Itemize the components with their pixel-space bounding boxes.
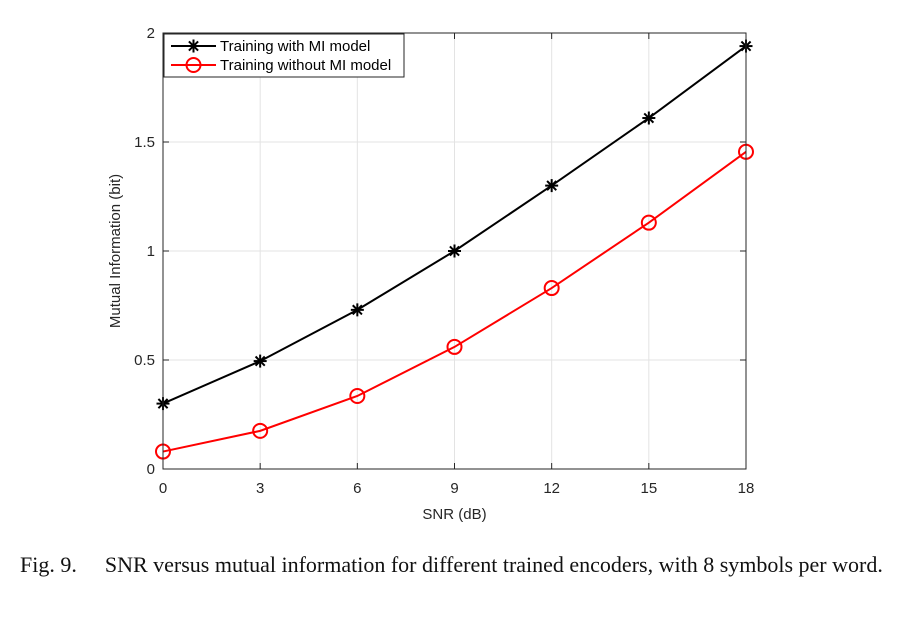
data-point-series-2 [252, 422, 269, 439]
data-point-series-2 [543, 280, 560, 297]
y-tick-label: 1.5 [134, 134, 155, 151]
x-tick-label: 15 [640, 480, 657, 497]
x-tick-label: 18 [738, 480, 755, 497]
data-point-series-1 [642, 111, 656, 125]
x-tick-label: 12 [543, 480, 560, 497]
data-point-series-2 [446, 338, 463, 355]
data-point-series-1 [253, 354, 267, 368]
y-tick-label: 0 [147, 461, 155, 478]
x-tick-label: 9 [450, 480, 458, 497]
caption-label: Fig. 9. [20, 552, 77, 577]
legend: Training with MI model Training without … [163, 33, 405, 78]
y-tick-label: 2 [147, 25, 155, 42]
y-tick-label: 0.5 [134, 352, 155, 369]
legend-box [163, 33, 405, 78]
data-point-series-2 [640, 214, 657, 231]
chart: 0 3 6 9 12 15 18 0 0.5 1 1.5 2 SNR (dB) Mutual Info… [107, 25, 754, 523]
x-tick-label: 3 [256, 480, 264, 497]
caption-text: SNR versus mutual information for differ… [104, 552, 883, 577]
series-layer [155, 39, 754, 460]
data-point-series-1 [545, 179, 559, 193]
x-tick-label: 6 [353, 480, 361, 497]
legend-label-series-1: Training with MI model [220, 38, 370, 55]
y-axis-title: Mutual Information (bit) [107, 174, 124, 328]
x-axis-title: SNR (dB) [422, 506, 486, 523]
x-tick-label: 0 [159, 480, 167, 497]
data-point-series-1 [350, 303, 364, 317]
legend-marker-glyph [187, 39, 200, 53]
figure-caption: Fig. 9. SNR versus mutual information for… [20, 550, 890, 580]
legend-marker-series-2 [185, 57, 202, 73]
data-point-series-1 [448, 244, 461, 258]
legend-label-series-2: Training without MI model [220, 57, 391, 74]
axis-ticks: 0 3 6 9 12 15 18 0 0.5 1 1.5 2 [134, 25, 754, 497]
y-tick-label: 1 [147, 243, 155, 260]
legend-marker-glyph [185, 57, 202, 73]
legend-marker-series-1 [187, 39, 200, 53]
series-line-2 [162, 151, 747, 453]
data-point-series-2 [349, 387, 366, 404]
